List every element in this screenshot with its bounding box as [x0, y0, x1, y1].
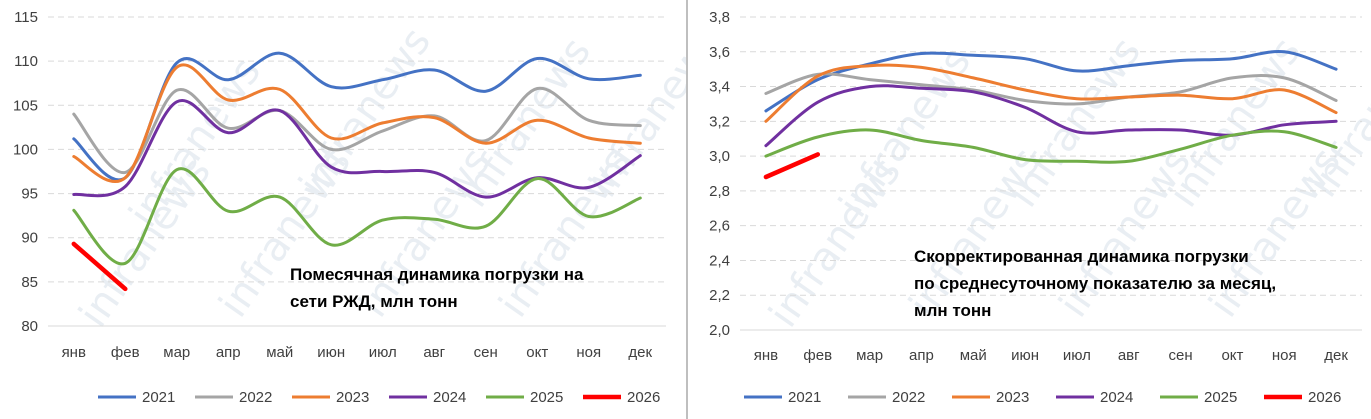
- legend-label-2021: 2021: [142, 389, 175, 406]
- series-line-2026: [71, 241, 128, 292]
- legend-label-2024: 2024: [1100, 389, 1133, 406]
- y-tick-label: 90: [21, 230, 38, 247]
- x-tick-label: апр: [909, 347, 934, 364]
- legend-label-2022: 2022: [892, 389, 925, 406]
- x-tick-label: мар: [163, 344, 190, 361]
- legend-label-2024: 2024: [433, 389, 466, 406]
- x-tick-label: ноя: [1272, 347, 1297, 364]
- x-tick-label: окт: [1221, 347, 1243, 364]
- chart-annotation-line: сети РЖД, млн тонн: [290, 292, 458, 311]
- y-tick-label: 2,2: [709, 287, 730, 304]
- chart-annotation-line: млн тонн: [914, 301, 991, 320]
- y-tick-label: 85: [21, 274, 38, 291]
- chart-annotation-line: Скорректированная динамика погрузки: [914, 247, 1249, 266]
- series-line-2026: [763, 152, 821, 180]
- legend-label-2023: 2023: [336, 389, 369, 406]
- series-line-2023: [72, 63, 642, 183]
- y-tick-label: 3,8: [709, 9, 730, 26]
- y-tick-label: 3,6: [709, 44, 730, 61]
- x-tick-label: мар: [856, 347, 883, 364]
- x-tick-label: дек: [628, 344, 652, 361]
- x-tick-label: ноя: [576, 344, 601, 361]
- x-tick-label: май: [266, 344, 293, 361]
- series-line-2022: [764, 72, 1338, 106]
- legend-label-2025: 2025: [1204, 389, 1237, 406]
- watermark: infranews: [581, 20, 686, 206]
- chart-panel-right: infranews infranews infranews infranews infr…: [690, 0, 1371, 419]
- y-tick-label: 110: [14, 53, 38, 70]
- series-line-2023: [764, 63, 1338, 123]
- y-tick-label: 3,0: [709, 148, 730, 165]
- legend-label-2021: 2021: [788, 389, 821, 406]
- y-tick-label: 100: [13, 141, 38, 158]
- series-line-2022: [72, 86, 642, 174]
- monthly-loading-chart: infranewsinfranewsinfranewsinfranewsinfr…: [13, 9, 686, 406]
- series-line-2025: [764, 128, 1338, 164]
- chart-annotation-line: Помесячная динамика погрузки на: [290, 265, 584, 284]
- x-tick-label: июн: [1011, 347, 1039, 364]
- legend-label-2025: 2025: [530, 389, 563, 406]
- x-tick-label: июл: [1063, 347, 1091, 364]
- x-tick-label: фев: [803, 347, 832, 364]
- x-tick-label: май: [960, 347, 987, 364]
- y-tick-label: 2,4: [709, 252, 730, 269]
- chart-panel-left: infranews infranews infranews infranews infr…: [12, 9, 686, 406]
- legend-label-2026: 2026: [1308, 389, 1341, 406]
- x-tick-label: сен: [1169, 347, 1193, 364]
- y-tick-label: 3,4: [709, 79, 730, 96]
- x-tick-label: янв: [62, 344, 86, 361]
- x-tick-label: сен: [474, 344, 498, 361]
- series-line-2025: [72, 167, 642, 266]
- y-tick-label: 2,8: [709, 183, 730, 200]
- x-tick-label: окт: [526, 344, 548, 361]
- y-tick-label: 115: [14, 9, 38, 26]
- chart-annotation-line: по среднесуточному показателю за месяц,: [914, 274, 1276, 293]
- y-tick-label: 3,2: [709, 113, 730, 130]
- y-tick-label: 105: [13, 97, 38, 114]
- y-tick-label: 2,6: [709, 218, 730, 235]
- legend-label-2023: 2023: [996, 389, 1029, 406]
- y-tick-label: 80: [21, 318, 38, 335]
- x-tick-label: авг: [1118, 347, 1140, 364]
- legend-label-2026: 2026: [627, 389, 660, 406]
- x-tick-label: июн: [317, 344, 345, 361]
- watermark-group: infranewsinfranewsinfranewsinfranewsinfr…: [71, 20, 686, 336]
- y-tick-label: 95: [21, 186, 38, 203]
- x-tick-label: дек: [1324, 347, 1348, 364]
- y-tick-label: 2,0: [709, 322, 730, 339]
- x-tick-label: янв: [754, 347, 778, 364]
- legend-label-2022: 2022: [239, 389, 272, 406]
- x-tick-label: фев: [111, 344, 140, 361]
- watermark: infranews: [291, 20, 441, 206]
- x-tick-label: апр: [216, 344, 241, 361]
- panel-divider: [686, 0, 688, 419]
- x-tick-label: авг: [423, 344, 445, 361]
- x-tick-label: июл: [369, 344, 397, 361]
